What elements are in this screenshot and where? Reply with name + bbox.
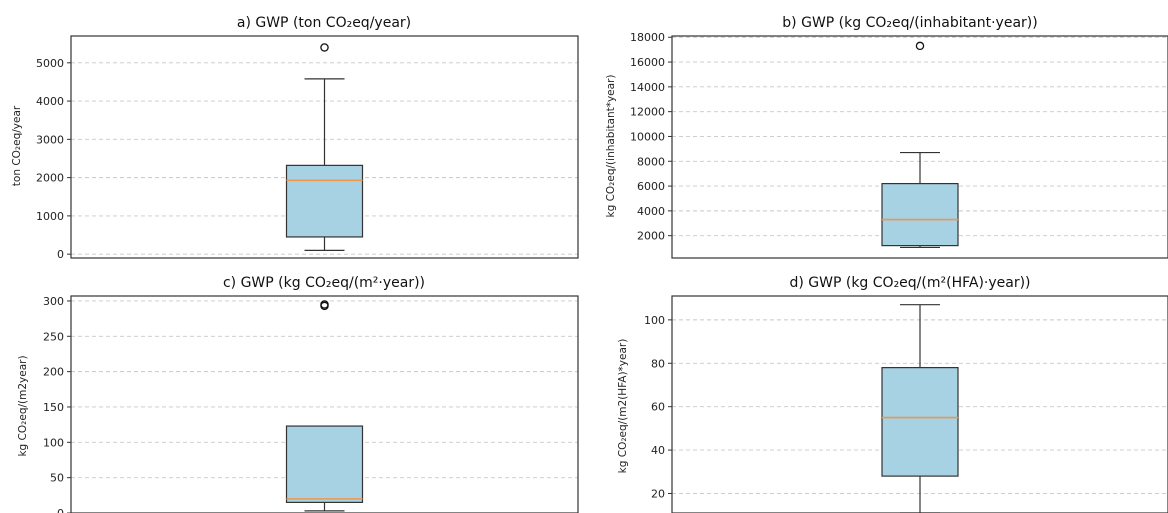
subplot-a-ytick-label: 3000 [36,133,64,146]
subplot-d-frame [671,295,1168,513]
subplot-d-box [881,367,959,477]
subplot-b-ytick-label: 4000 [637,205,665,218]
subplot-c-ytick-label: 300 [43,295,64,308]
subplot-d: d) GWP (kg CO₂eq/(m²(HFA)·year)) kg CO₂e… [617,275,1168,513]
subplot-c-title: c) GWP (kg CO₂eq/(m²·year)) [223,275,425,291]
subplot-c-ytick-label: 250 [43,330,64,343]
subplot-b-ytick-label: 12000 [630,106,665,119]
subplot-c-ytick-label: 150 [43,401,64,414]
subplot-a-ytick-label: 0 [57,248,64,261]
subplot-d-ytick-label: 20 [651,487,665,500]
subplot-a-ytick-label: 1000 [36,210,64,223]
subplot-b: b) GWP (kg CO₂eq/(inhabitant·year)) kg C… [605,15,1168,259]
subplot-c-plot-area: 0 50 100 150 200 250 300 [43,295,579,513]
subplot-a-frame [70,35,579,259]
subplot-b-plot-area: 2000 4000 6000 8000 10000 12000 14000 16000 1800… [630,31,1168,259]
subplot-a-title: a) GWP (ton CO₂eq/year) [237,15,411,31]
subplot-a-ylabel: ton CO₂eq/year [11,105,23,186]
subplot-c-ytick-label: 100 [43,436,64,449]
subplot-d-ytick-label: 100 [644,314,665,327]
subplot-b-ytick-label: 10000 [630,130,665,143]
subplot-b-ytick-label: 16000 [630,56,665,69]
subplot-b-ytick-label: 18000 [630,31,665,44]
subplot-a-ytick-label: 5000 [36,57,64,70]
subplot-c-box [285,425,364,503]
subplot-d-ytick-label: 40 [651,444,665,457]
subplot-a-plot-area: 0 1000 2000 3000 4000 5000 [36,35,579,261]
subplot-a-box [285,164,364,238]
subplot-b-box [881,182,959,247]
subplot-b-frame [671,35,1168,259]
subplot-b-ytick-label: 6000 [637,180,665,193]
subplot-c-outlier [320,300,329,309]
subplot-a-ytick-label: 4000 [36,95,64,108]
subplot-c: c) GWP (kg CO₂eq/(m²·year)) kg CO₂eq/(m2… [17,275,579,513]
subplot-b-ylabel: kg CO₂eq/(inhabitant*year) [605,75,617,218]
subplot-c-ytick-label: 0 [57,507,64,513]
subplot-b-title: b) GWP (kg CO₂eq/(inhabitant·year)) [782,15,1037,31]
subplot-b-outlier [915,41,925,51]
subplot-d-ylabel: kg CO₂eq/(m2(HFA)*year) [617,339,629,474]
subplot-d-ytick-label: 80 [651,357,665,370]
subplot-d-title: d) GWP (kg CO₂eq/(m²(HFA)·year)) [789,275,1030,291]
subplot-c-frame [70,295,579,513]
subplot-a-ytick-label: 2000 [36,172,64,185]
subplot-c-ylabel: kg CO₂eq/(m2year) [17,355,29,456]
subplot-d-ytick-label: 60 [651,401,665,414]
subplot-d-plot-area: 20 40 60 80 100 [644,295,1168,513]
subplot-c-ytick-label: 50 [50,472,64,485]
subplot-c-ytick-label: 200 [43,366,64,379]
subplot-b-ytick-label: 8000 [637,155,665,168]
subplot-b-ytick-label: 14000 [630,81,665,94]
subplot-a-outlier [320,43,329,52]
subplot-b-ytick-label: 2000 [637,230,665,243]
subplot-a: a) GWP (ton CO₂eq/year) ton CO₂eq/year 0… [11,15,579,261]
